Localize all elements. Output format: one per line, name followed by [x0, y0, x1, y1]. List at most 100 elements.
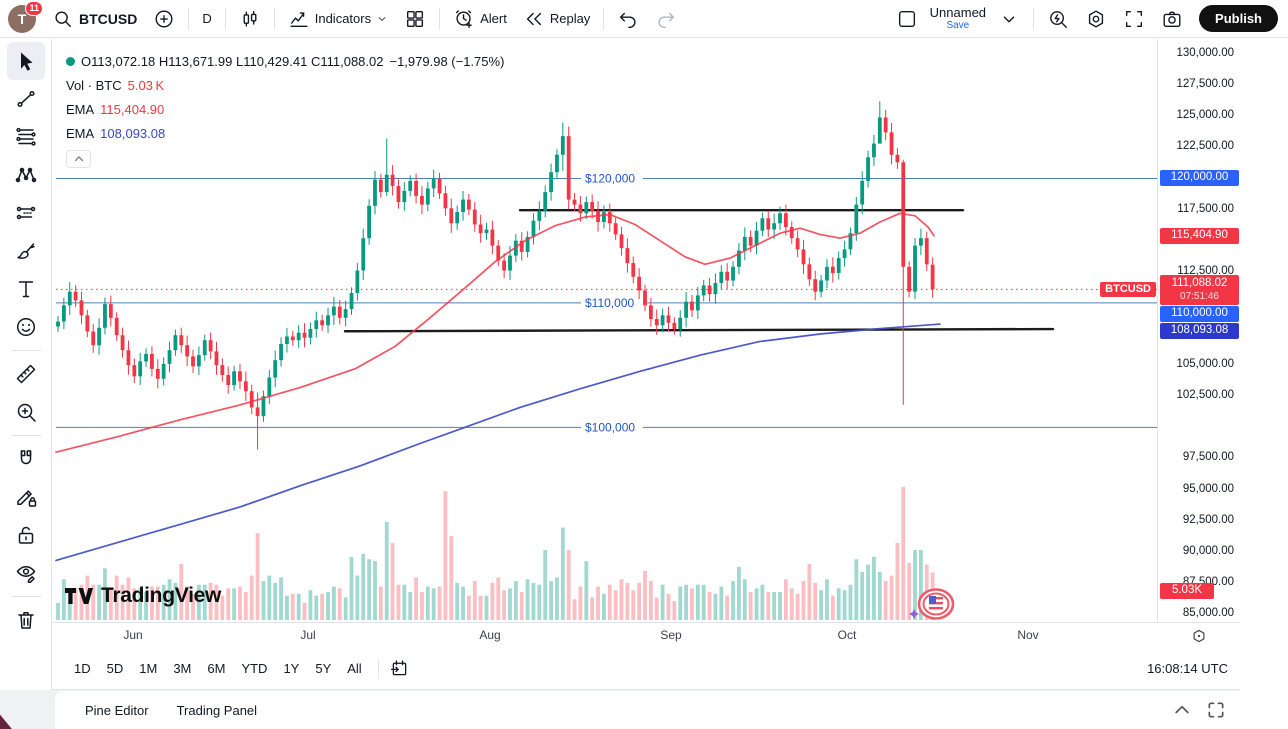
layout-select-button[interactable]: [888, 4, 926, 34]
divider: [10, 350, 41, 351]
range-button-ytd[interactable]: YTD: [241, 661, 268, 676]
volume-row[interactable]: Vol · BTC 5.03 K: [66, 74, 504, 96]
price-badge: 120,000.00: [1160, 170, 1239, 187]
publish-button[interactable]: Publish: [1199, 5, 1278, 32]
snapshot-button[interactable]: [1153, 4, 1191, 34]
cursor-tool[interactable]: [6, 42, 45, 80]
price-badge: 108,093.08: [1160, 323, 1239, 339]
badge-price: 111,088.02: [1171, 277, 1228, 289]
brush-tool[interactable]: [7, 232, 45, 270]
range-button-1m[interactable]: 1M: [139, 661, 158, 676]
flag-sticker[interactable]: [905, 585, 959, 622]
badge-price: 108,093.08: [1170, 324, 1229, 336]
range-button-1y[interactable]: 1Y: [283, 661, 300, 676]
symbol-status-dot: [66, 56, 75, 66]
month-label: Aug: [479, 628, 501, 642]
ohlc-row[interactable]: O113,072.18 H113,671.99 L110,429.41 C111…: [66, 50, 504, 72]
interval-button[interactable]: D: [194, 4, 219, 34]
layout-menu-chevron[interactable]: [990, 4, 1028, 34]
bottom-strip: Pine Editor Trading Panel: [0, 690, 1240, 729]
drawing-mode-lock[interactable]: [7, 478, 45, 516]
text-tool-icon: [18, 281, 33, 298]
zoom-in-tool[interactable]: [7, 393, 45, 431]
clock-utc[interactable]: 16:08:14 UTC: [1147, 661, 1228, 676]
ruler-icon: [16, 364, 35, 384]
price-chart[interactable]: $120,000 $110,000 $100,000: [53, 39, 1157, 622]
ema-slow-value: 108,093.08: [100, 125, 166, 141]
chart-type-button[interactable]: [231, 4, 269, 34]
plus-circle-icon: [155, 10, 173, 27]
hide-all-drawings[interactable]: [7, 554, 45, 592]
magnet-mode[interactable]: [7, 440, 45, 478]
price-tick: 117,500.00: [1177, 202, 1234, 215]
ema-slow-row[interactable]: EMA 108,093.08: [66, 122, 504, 144]
bottom-panel: Pine Editor Trading Panel: [55, 691, 1240, 729]
ohlc-pair: L110,429.41: [235, 53, 308, 69]
month-label: Jul: [300, 628, 316, 642]
replay-button[interactable]: Replay: [515, 4, 598, 34]
fullscreen-button[interactable]: [1115, 4, 1153, 34]
divider: [377, 658, 379, 679]
divider: [1033, 7, 1035, 30]
chart-pane[interactable]: $120,000 $110,000 $100,000 O113,072.18 H11…: [53, 39, 1157, 622]
projection-tool[interactable]: [7, 194, 45, 232]
range-button-1d[interactable]: 1D: [74, 661, 91, 676]
month-label: Jun: [123, 628, 143, 642]
ema-fast-row[interactable]: EMA 115,404.90: [66, 98, 504, 120]
badge-price: 110,000.00: [1171, 307, 1228, 319]
price-line-symbol-badge: BTCUSD: [1100, 282, 1156, 297]
legend-collapse-button[interactable]: [66, 150, 91, 168]
chart-settings-button[interactable]: [1077, 4, 1115, 34]
panel-expand-chevron-icon[interactable]: [1172, 700, 1192, 720]
badge-countdown: 07:51:46: [1180, 290, 1219, 302]
price-axis[interactable]: 130,000.00 127,500.00 125,000.00 122,500.00…: [1157, 39, 1240, 622]
range-button-5y[interactable]: 5Y: [315, 661, 332, 676]
time-axis[interactable]: Jun Jul Aug Sep Oct Nov: [0, 622, 1240, 648]
pattern-tool[interactable]: [7, 156, 45, 194]
indicators-button[interactable]: Indicators: [280, 4, 396, 34]
sparkle-icon: [909, 609, 919, 619]
user-avatar[interactable]: T 11: [8, 0, 43, 33]
header-left-group: T 11 BTCUSD D Indicators Alert Replay: [0, 0, 685, 37]
emoji-tool[interactable]: [7, 308, 45, 346]
range-buttons: 1D 5D 1M 3M 6M YTD 1Y 5Y All: [66, 657, 370, 680]
panel-maximize-icon[interactable]: [1206, 700, 1226, 720]
tab-pine-editor[interactable]: Pine Editor: [85, 702, 149, 718]
price-tick: 122,500.00: [1176, 140, 1234, 153]
axis-settings-icon[interactable]: [1190, 627, 1208, 645]
measure-tool[interactable]: [7, 355, 45, 393]
divider: [188, 7, 190, 30]
top-toolbar: T 11 BTCUSD D Indicators Alert Replay Unnamed S…: [0, 0, 1288, 38]
compare-add-button[interactable]: [145, 4, 183, 34]
remove-drawings[interactable]: [7, 601, 45, 639]
save-link[interactable]: Save: [946, 20, 970, 32]
symbol-search-button[interactable]: BTCUSD: [50, 4, 145, 34]
brush-icon: [16, 243, 35, 259]
text-tool[interactable]: [7, 270, 45, 308]
badge-price: 5.03K: [1171, 584, 1203, 596]
lock-all-drawings[interactable]: [7, 516, 45, 554]
divider: [603, 7, 605, 30]
ema-slow-label: EMA: [66, 125, 95, 141]
range-button-5d[interactable]: 5D: [106, 661, 124, 676]
goto-date-button[interactable]: [387, 656, 413, 682]
quick-search-button[interactable]: [1039, 4, 1077, 34]
price-tick: 127,500.00: [1176, 78, 1234, 91]
level-line-label: $100,000: [585, 420, 635, 434]
redo-button[interactable]: [647, 4, 685, 34]
price-tick: 130,000.00: [1176, 47, 1234, 59]
fib-retracement-tool[interactable]: [7, 118, 45, 156]
indicator-templates-button[interactable]: [396, 4, 434, 34]
layout-name-button[interactable]: Unnamed Save: [926, 5, 990, 32]
range-button-all[interactable]: All: [347, 661, 362, 676]
range-button-3m[interactable]: 3M: [173, 661, 192, 676]
tab-trading-panel[interactable]: Trading Panel: [176, 702, 258, 718]
replay-icon: [526, 12, 541, 25]
undo-button[interactable]: [609, 4, 647, 34]
trend-line-tool[interactable]: [7, 80, 45, 118]
price-tick: 90,000.00: [1182, 544, 1234, 557]
level-line-label: $110,000: [585, 296, 634, 310]
quick-search-icon: [1050, 10, 1067, 28]
alert-button[interactable]: Alert: [445, 4, 515, 34]
range-button-6m[interactable]: 6M: [207, 661, 226, 676]
